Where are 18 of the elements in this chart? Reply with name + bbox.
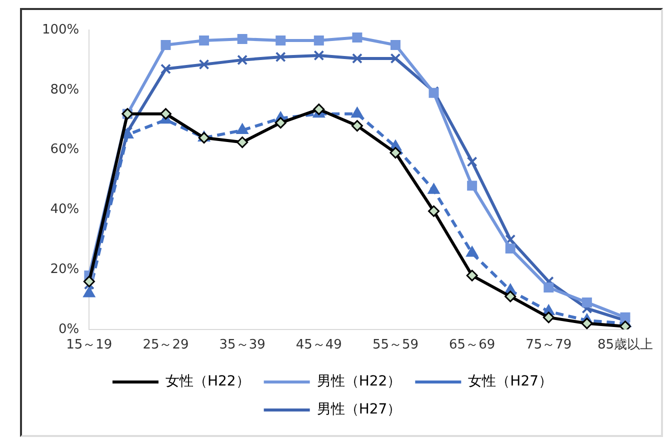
x-tick-label: 45～49 (296, 338, 342, 353)
x-tick-label: 85歳以上 (597, 338, 653, 353)
legend-label: 女性（H22） (165, 374, 250, 390)
x-tick-label: 35～39 (219, 338, 266, 353)
y-tick-label: 100% (42, 22, 80, 38)
y-tick-label: 20% (50, 262, 80, 277)
y-tick-label: 40% (50, 202, 80, 218)
y-tick-label: 80% (50, 82, 80, 98)
legend-label: 男性（H22） (316, 374, 402, 390)
legend-label: 女性（H27） (468, 374, 553, 390)
x-tick-label: 65～69 (449, 338, 496, 353)
x-tick-label: 75～79 (526, 338, 572, 353)
x-tick-label: 55～59 (372, 338, 419, 353)
x-tick-label: 15～19 (66, 338, 112, 353)
y-tick-label: 60% (50, 142, 80, 158)
legend-label: 男性（H27） (316, 402, 402, 418)
x-tick-label: 25～29 (142, 338, 189, 353)
y-tick-label: 0% (58, 322, 80, 337)
